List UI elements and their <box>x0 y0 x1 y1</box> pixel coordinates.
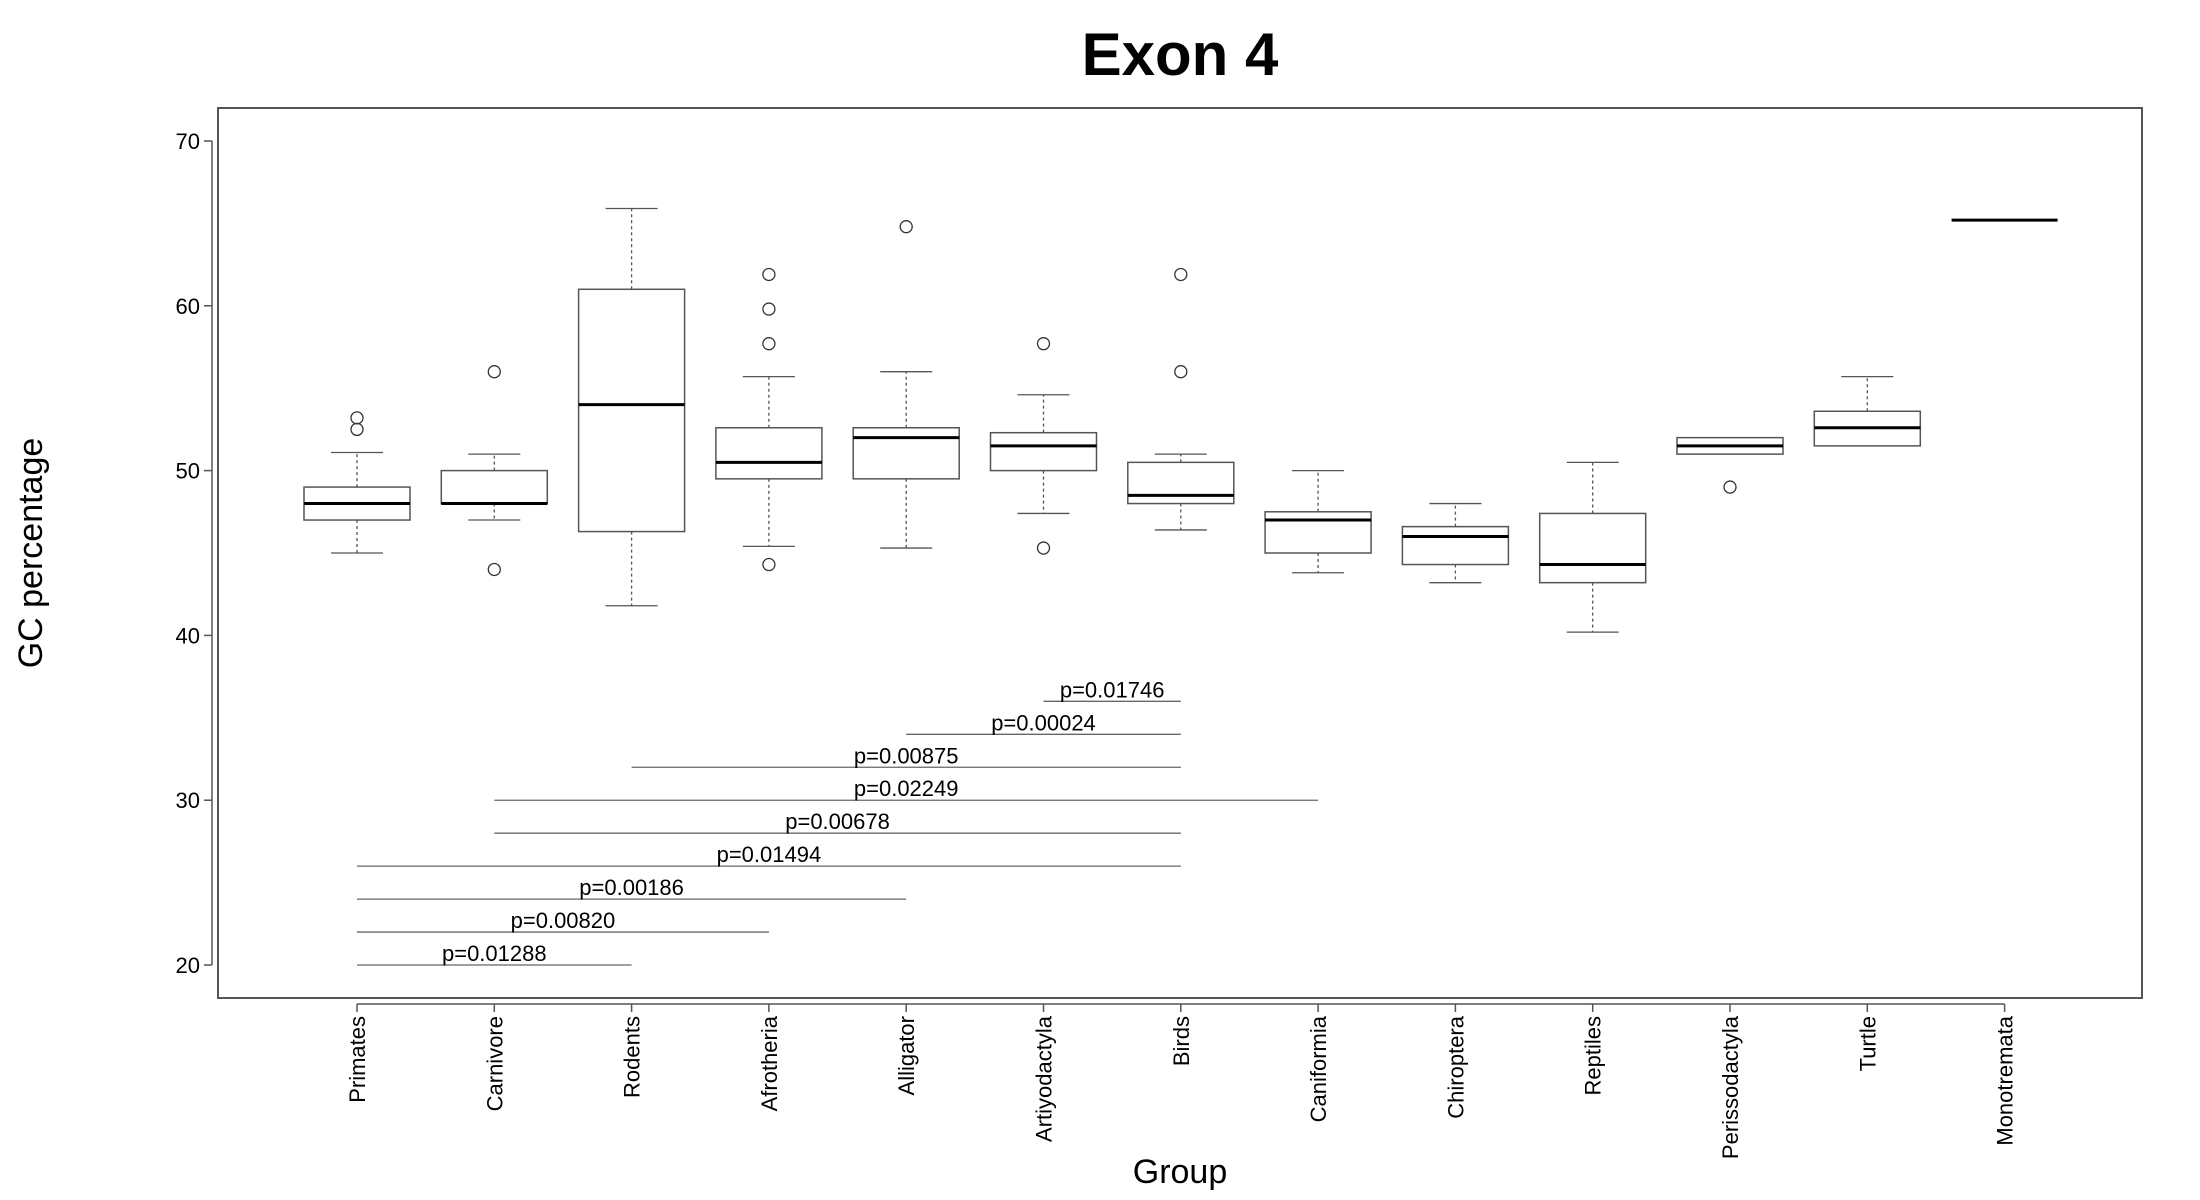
y-axis: 20 30 40 50 60 70 <box>176 129 213 978</box>
outlier-point <box>1174 365 1188 379</box>
p-value-label: p=0.00875 <box>854 743 959 768</box>
box-artiyodactyla <box>989 337 1098 555</box>
p-value-label: p=0.01494 <box>717 842 822 867</box>
y-axis-title: GC percentage <box>12 438 50 669</box>
x-axis: Primates Carnivore Rodents Afrotheria Alliga… <box>345 1003 2018 1159</box>
y-tick-label: 30 <box>176 788 200 813</box>
box-body <box>1401 525 1510 566</box>
x-tick-label-primates: Primates <box>345 1016 370 1103</box>
box-afrotheria <box>715 267 823 572</box>
box-body <box>1264 511 1372 554</box>
outlier-point <box>899 220 913 234</box>
box-body <box>1538 512 1647 584</box>
box-body <box>440 469 549 505</box>
outlier-point <box>487 365 501 379</box>
p-value-label: p=0.01746 <box>1060 677 1165 702</box>
outlier-point <box>1174 267 1188 282</box>
comparisons-layer: p=0.01746 p=0.00024 p=0.00875 p=0.02249 p=0.… <box>357 677 1319 966</box>
boxes-layer <box>303 207 2058 633</box>
box-body <box>715 426 823 480</box>
y-tick-label: 40 <box>176 623 200 648</box>
outlier-point <box>762 337 776 351</box>
outlier-point <box>350 422 364 437</box>
box-body <box>852 426 960 480</box>
x-tick-label-birds: Birds <box>1169 1016 1194 1066</box>
p-value-label: p=0.02249 <box>854 776 959 801</box>
x-tick-label-carnivore: Carnivore <box>482 1016 507 1111</box>
box-perissodactyla <box>1676 436 1784 494</box>
box-rodents <box>577 207 686 607</box>
box-caniformia <box>1264 469 1372 574</box>
outlier-point <box>762 302 776 316</box>
outlier-point <box>1036 541 1051 555</box>
x-tick-label-chiroptera: Chiroptera <box>1443 1015 1468 1118</box>
box-turtle <box>1813 375 1922 447</box>
x-tick-label-rodents: Rodents <box>620 1016 645 1098</box>
p-value-label: p=0.00024 <box>991 710 1096 735</box>
box-chiroptera <box>1401 502 1510 584</box>
x-tick-label-artiyodactyla: Artiyodactyla <box>1032 1015 1057 1142</box>
box-primates <box>303 411 411 554</box>
y-tick-label: 50 <box>176 459 200 484</box>
x-tick-label-reptiles: Reptiles <box>1581 1016 1606 1095</box>
box-body <box>989 431 1098 472</box>
box-birds <box>1127 267 1235 531</box>
outlier-point <box>1036 337 1051 351</box>
p-value-label: p=0.00678 <box>785 809 890 834</box>
outlier-point <box>1723 480 1737 494</box>
box-body <box>1127 461 1235 505</box>
outlier-point <box>762 557 776 572</box>
outlier-point <box>350 411 364 425</box>
outlier-point <box>487 562 501 577</box>
p-value-label: p=0.00820 <box>511 908 616 933</box>
outlier-point <box>762 267 776 282</box>
y-tick-label: 70 <box>176 129 200 154</box>
x-tick-label-monotremata: Monotremata <box>1993 1015 2018 1145</box>
x-tick-label-caniformia: Caniformia <box>1306 1015 1331 1122</box>
box-alligator <box>852 220 960 549</box>
x-tick-label-turtle: Turtle <box>1855 1016 1880 1071</box>
plot-frame <box>217 107 2143 999</box>
x-axis-title: Group <box>1133 1153 1228 1191</box>
y-tick-label: 20 <box>176 953 200 978</box>
p-value-label: p=0.00186 <box>579 875 684 900</box>
x-tick-label-alligator: Alligator <box>894 1016 919 1095</box>
x-tick-label-afrotheria: Afrotheria <box>757 1015 782 1111</box>
chart-title: Exon 4 <box>1082 21 1279 88</box>
box-carnivore <box>440 365 549 577</box>
p-value-label: p=0.01288 <box>442 941 547 966</box>
box-body <box>577 288 686 533</box>
y-tick-label: 60 <box>176 294 200 319</box>
box-reptiles <box>1538 461 1647 633</box>
x-tick-label-perissodactyla: Perissodactyla <box>1718 1015 1743 1159</box>
